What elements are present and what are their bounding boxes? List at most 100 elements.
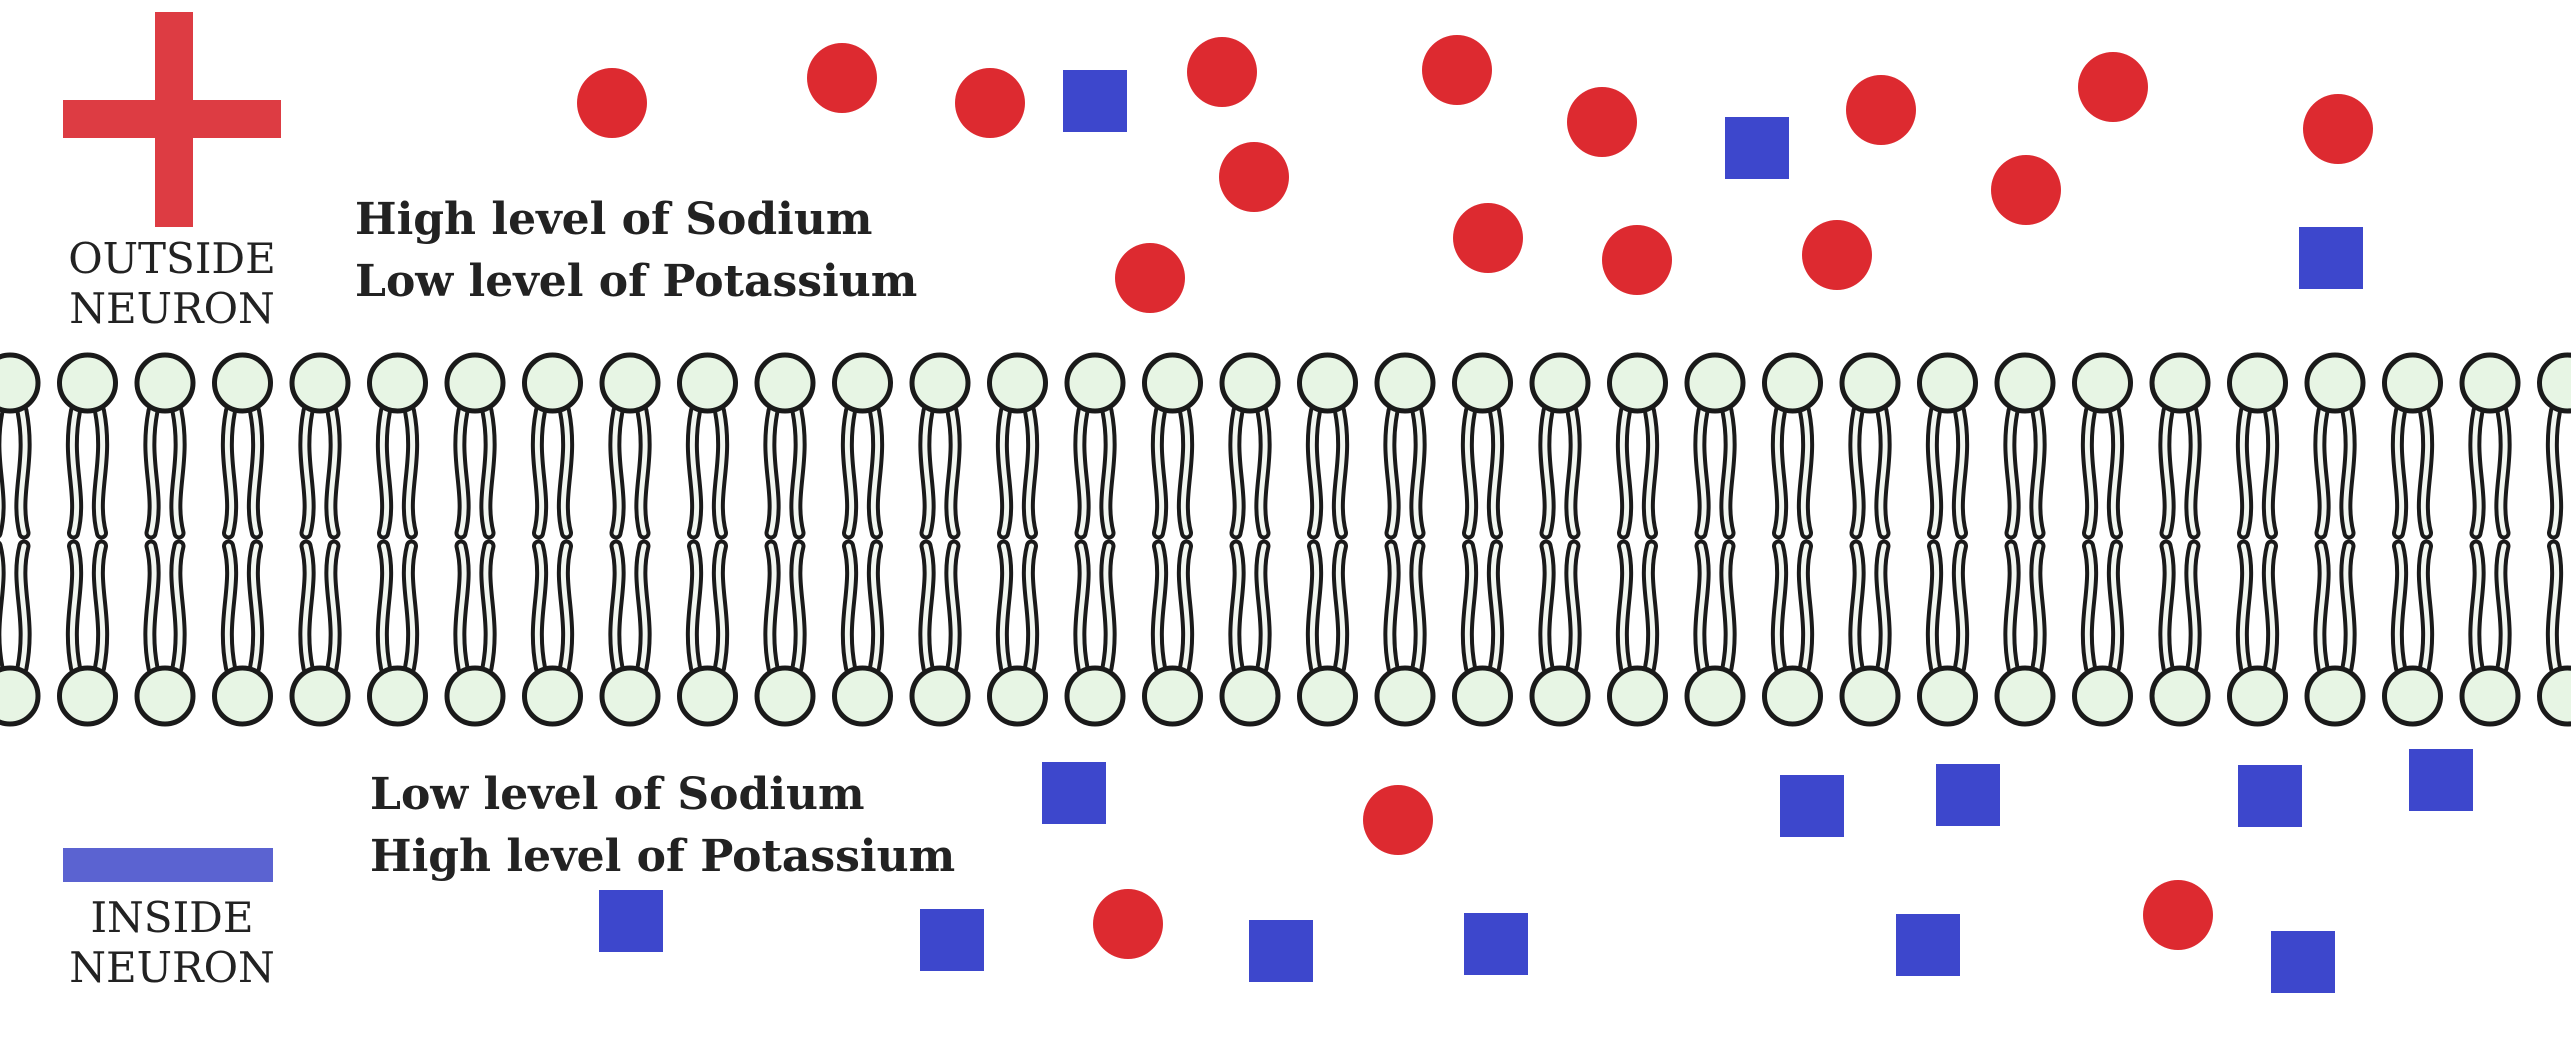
lipid-tail-core xyxy=(1697,408,1707,536)
lipid-tail-core xyxy=(1542,408,1552,536)
sodium-ion xyxy=(2078,52,2148,122)
phospholipid-head-outer xyxy=(1297,352,1358,414)
lipid-tail-core xyxy=(1387,408,1397,536)
phospholipid-head-inner xyxy=(1142,665,1203,727)
phospholipid-head-outer xyxy=(2072,352,2133,414)
lipid-tail-core xyxy=(844,408,855,536)
potassium-ion xyxy=(1936,764,2000,826)
lipid-tail-core xyxy=(457,408,467,536)
phospholipid-head-outer xyxy=(1607,352,1668,414)
lipid-tail-core xyxy=(689,408,700,536)
potassium-ion xyxy=(599,890,663,952)
lipid-tail-core xyxy=(715,408,726,536)
phospholipid-head-inner xyxy=(1529,665,1591,727)
phospholipid-head-inner xyxy=(1064,665,1126,727)
lipid-tail-core xyxy=(870,408,881,536)
phospholipid-head-outer xyxy=(212,352,273,414)
lipid-tail-core xyxy=(379,408,390,536)
lipid-tail-core xyxy=(715,543,726,671)
phospholipid-pair xyxy=(2304,352,2366,727)
lipid-tail-core xyxy=(2343,543,2353,671)
lipid-tail-core xyxy=(2343,408,2353,536)
phospholipid-head-inner xyxy=(1452,665,1513,727)
phospholipid-head-outer xyxy=(599,352,661,414)
lipid-tail-core xyxy=(2420,543,2431,671)
lipid-tail-core xyxy=(1645,408,1656,536)
phospholipid-head-inner xyxy=(987,665,1048,727)
lipid-tail-core xyxy=(948,543,958,671)
phospholipid-head-inner xyxy=(677,665,738,727)
lipid-tail-core xyxy=(379,543,390,671)
lipid-tail-core xyxy=(2188,408,2198,536)
phospholipid-pair xyxy=(2149,352,2211,727)
phospholipid-bilayer xyxy=(0,352,2571,727)
phospholipid-head-outer xyxy=(0,352,41,414)
lipid-tail-core xyxy=(2394,408,2405,536)
lipid-tail-core xyxy=(1929,408,1940,536)
phospholipid-head-outer xyxy=(367,352,428,414)
phospholipid-head-inner xyxy=(212,665,273,727)
lipid-tail-core xyxy=(2007,408,2017,536)
lipid-tail-core xyxy=(1878,408,1888,536)
lipid-tail-core xyxy=(1774,408,1785,536)
lipid-tail-core xyxy=(1025,543,1036,671)
lipid-tail-core xyxy=(1697,543,1707,671)
phospholipid-pair xyxy=(2227,352,2288,727)
sodium-ion xyxy=(955,68,1025,138)
lipid-tail-core xyxy=(1335,408,1346,536)
phospholipid-head-outer xyxy=(2227,352,2288,414)
lipid-tail-core xyxy=(1258,408,1268,536)
lipid-tail-core xyxy=(302,543,312,671)
phospholipid-head-outer xyxy=(754,352,816,414)
phospholipid-head-inner xyxy=(1607,665,1668,727)
phospholipid-pair xyxy=(1142,352,1203,727)
phospholipid-pair xyxy=(1219,352,1281,727)
lipid-tail-core xyxy=(147,543,157,671)
phospholipid-pair xyxy=(1839,352,1901,727)
lipid-tail-core xyxy=(224,408,235,536)
lipid-tail-core xyxy=(250,408,261,536)
lipid-tail-core xyxy=(2498,408,2508,536)
lipid-tail-core xyxy=(1852,408,1862,536)
lipid-tail-core xyxy=(483,543,493,671)
phospholipid-head-outer xyxy=(2304,352,2366,414)
lipid-tail-core xyxy=(1258,543,1268,671)
sodium-ion xyxy=(577,68,647,138)
lipid-tail-core xyxy=(999,543,1010,671)
phospholipid-head-outer xyxy=(1994,352,2056,414)
lipid-tail-core xyxy=(1025,408,1036,536)
phospholipid-head-outer xyxy=(57,352,118,414)
lipid-tail-core xyxy=(2007,543,2017,671)
sodium-ion xyxy=(1453,203,1523,273)
lipid-tail-core xyxy=(1154,408,1165,536)
potassium-ion xyxy=(1896,914,1960,976)
phospholipid-head-outer xyxy=(832,352,893,414)
lipid-tail-core xyxy=(612,543,622,671)
sodium-ion xyxy=(1802,220,1872,290)
phospholipid-head-inner xyxy=(2459,665,2521,727)
sodium-ion xyxy=(2143,880,2213,950)
potassium-ion xyxy=(1780,775,1844,837)
phospholipid-head-inner xyxy=(522,665,583,727)
lipid-tail-core xyxy=(328,543,338,671)
outside-neuron-label: OUTSIDE NEURON xyxy=(52,238,292,330)
lipid-tail-core xyxy=(612,408,622,536)
phospholipid-head-outer xyxy=(289,352,351,414)
phospholipid-pair xyxy=(2459,352,2521,727)
lipid-tail-core xyxy=(2239,543,2250,671)
lipid-tail-core xyxy=(483,408,493,536)
lipid-tail-core xyxy=(302,408,312,536)
outside-label-line1: OUTSIDE xyxy=(68,234,276,283)
phospholipid-head-outer xyxy=(1684,352,1746,414)
lipid-tail-core xyxy=(1413,543,1423,671)
lipid-tail-core xyxy=(922,543,932,671)
lipid-tail-core xyxy=(1232,408,1242,536)
lipid-tail-core xyxy=(1955,408,1966,536)
lipid-tail-core xyxy=(2084,408,2095,536)
lipid-tail-core xyxy=(1180,543,1191,671)
phospholipid-head-inner xyxy=(2072,665,2133,727)
phospholipid-head-inner xyxy=(754,665,816,727)
lipid-tail-core xyxy=(1077,408,1087,536)
lipid-tail-core xyxy=(173,408,183,536)
lipid-tail-core xyxy=(767,543,777,671)
